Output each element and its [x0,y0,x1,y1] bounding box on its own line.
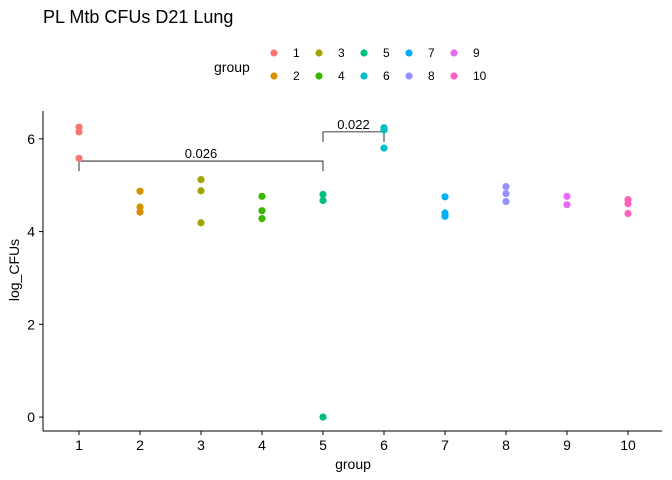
legend-label: 7 [428,46,435,60]
y-tick-label: 2 [27,316,35,332]
comparison-p-value: 0.022 [337,117,370,132]
comparison-bracket [78,160,324,172]
y-tick-label: 4 [27,224,35,240]
legend-swatch [450,49,458,57]
legend-label: 6 [383,69,390,83]
data-point [319,196,327,205]
data-point [75,128,83,136]
data-point [136,203,144,211]
comparison-bracket [322,131,385,142]
legend-swatch [270,72,278,80]
data-point [197,187,205,195]
x-tick-label: 6 [380,437,388,453]
legend-label: 1 [293,46,300,60]
legend-swatch [270,49,278,57]
chart-title: PL Mtb CFUs D21 Lung [43,7,233,27]
data-point [197,219,205,227]
x-tick-label: 2 [136,437,144,453]
legend: 1 2 3 4 5 6 7 8 9 10 [270,46,487,83]
data-point [258,192,266,200]
legend-label: 9 [473,46,480,60]
legend-label: 10 [473,69,487,83]
data-point [563,201,571,209]
data-point [319,190,327,199]
data-point [502,189,510,198]
legend-label: 2 [293,69,300,83]
legend-label: 3 [338,46,345,60]
data-point [380,144,388,152]
legend-swatch [315,49,323,57]
data-point [319,413,327,421]
x-tick-label: 7 [441,437,449,453]
legend-swatch [360,72,368,80]
x-tick-label: 4 [258,437,266,453]
legend-label: 5 [383,46,390,60]
comparison-brackets: 0.026 0.022 [78,117,385,172]
data-point [258,214,266,223]
data-point [258,207,266,215]
legend-swatch [360,49,368,57]
y-tick-label: 6 [27,131,35,147]
data-point [75,154,83,162]
data-point [624,209,632,218]
legend-swatch [405,49,413,57]
y-tick-label: 0 [27,409,35,425]
data-point [502,182,510,191]
legend-title: group [214,59,250,75]
x-axis-title: group [335,456,371,472]
data-point [563,192,571,200]
legend-label: 4 [338,69,345,83]
data-points [75,123,632,421]
legend-swatch [315,72,323,80]
x-tick-label: 3 [197,437,205,453]
x-tick-label: 9 [563,437,571,453]
legend-swatch [405,72,413,80]
legend-swatch [450,72,458,80]
legend-label: 8 [428,69,435,83]
data-point [380,126,388,134]
y-axis-title: log_CFUs [6,239,22,301]
x-tick-label: 10 [620,437,636,453]
data-point [441,193,449,201]
axes: 0 2 4 6 1 2 3 4 5 6 7 8 9 10 [27,111,662,453]
data-point [136,187,144,195]
data-point [136,208,144,216]
data-point [624,200,632,208]
data-point [502,197,510,206]
x-tick-label: 8 [502,437,510,453]
x-tick-label: 5 [319,437,327,453]
data-point [441,212,449,220]
comparison-p-value: 0.026 [185,146,218,161]
x-tick-label: 1 [75,437,83,453]
data-point [197,176,205,184]
